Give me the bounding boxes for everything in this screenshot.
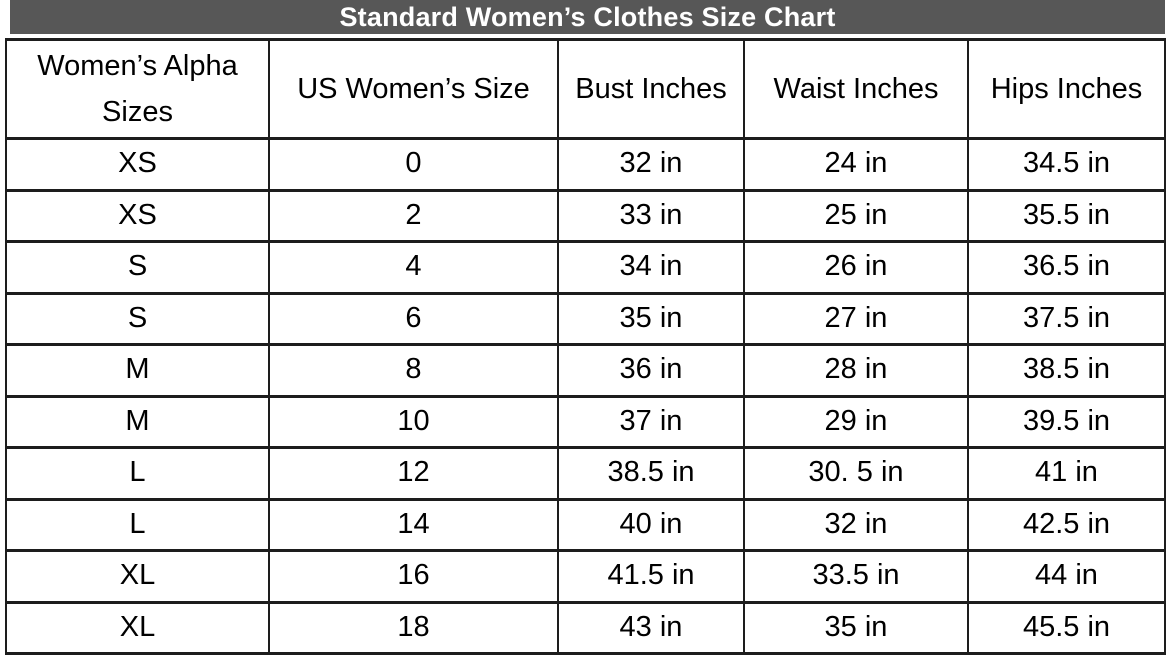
table-cell: L	[5, 446, 270, 501]
table-cell: 24 in	[743, 137, 969, 192]
table-row: L 12 38.5 in 30. 5 in 41 in	[5, 446, 1166, 501]
table-cell: 12	[268, 446, 559, 501]
table-cell: 27 in	[743, 291, 969, 346]
table-cell: 28 in	[743, 343, 969, 398]
table-row: L 14 40 in 32 in 42.5 in	[5, 497, 1166, 552]
table-cell: 18	[268, 600, 559, 655]
table-cell: XS	[5, 188, 270, 243]
table-cell: 29 in	[743, 394, 969, 449]
table-cell: 38.5 in	[557, 446, 745, 501]
header-cell-col2: US Women’s Size	[268, 38, 559, 140]
header-cell-col3: Bust Inches	[557, 38, 745, 140]
table-body: XS 0 32 in 24 in 34.5 in XS 2 33 in 25 in 35.5 in…	[5, 137, 1166, 655]
table-cell: 41 in	[967, 446, 1166, 501]
table-cell: 26 in	[743, 240, 969, 295]
table-cell: S	[5, 240, 270, 295]
table-cell: 38.5 in	[967, 343, 1166, 398]
table-cell: XL	[5, 600, 270, 655]
table-cell: L	[5, 497, 270, 552]
table-cell: XL	[5, 549, 270, 604]
size-chart-table: Women’s Alpha Sizes US Women’s Size Bust I…	[5, 38, 1166, 655]
table-row: XS 2 33 in 25 in 35.5 in	[5, 188, 1166, 243]
table-cell: 39.5 in	[967, 394, 1166, 449]
table-cell: XS	[5, 137, 270, 192]
table-cell: 33 in	[557, 188, 745, 243]
header-cell-col5: Hips Inches	[967, 38, 1166, 140]
table-row: M 8 36 in 28 in 38.5 in	[5, 343, 1166, 398]
table-row: XS 0 32 in 24 in 34.5 in	[5, 137, 1166, 192]
table-row: XL 18 43 in 35 in 45.5 in	[5, 600, 1166, 655]
table-cell: 8	[268, 343, 559, 398]
table-cell: 14	[268, 497, 559, 552]
table-cell: 37.5 in	[967, 291, 1166, 346]
table-row: XL 16 41.5 in 33.5 in 44 in	[5, 549, 1166, 604]
table-row: S 4 34 in 26 in 36.5 in	[5, 240, 1166, 295]
table-row: M 10 37 in 29 in 39.5 in	[5, 394, 1166, 449]
table-cell: 2	[268, 188, 559, 243]
table-cell: 30. 5 in	[743, 446, 969, 501]
table-cell: 35 in	[743, 600, 969, 655]
table-cell: 34.5 in	[967, 137, 1166, 192]
table-header: Women’s Alpha Sizes US Women’s Size Bust I…	[5, 38, 1166, 140]
table-cell: 35.5 in	[967, 188, 1166, 243]
table-cell: 34 in	[557, 240, 745, 295]
table-cell: 32 in	[743, 497, 969, 552]
table-cell: 37 in	[557, 394, 745, 449]
table-cell: 45.5 in	[967, 600, 1166, 655]
header-cell-col4: Waist Inches	[743, 38, 969, 140]
table-cell: M	[5, 343, 270, 398]
table-cell: 44 in	[967, 549, 1166, 604]
table-cell: 10	[268, 394, 559, 449]
table-cell: M	[5, 394, 270, 449]
table-cell: 42.5 in	[967, 497, 1166, 552]
table-row: S 6 35 in 27 in 37.5 in	[5, 291, 1166, 346]
table-cell: 16	[268, 549, 559, 604]
table-cell: 4	[268, 240, 559, 295]
table-cell: S	[5, 291, 270, 346]
chart-title: Standard Women’s Clothes Size Chart	[10, 0, 1165, 34]
table-cell: 6	[268, 291, 559, 346]
table-cell: 32 in	[557, 137, 745, 192]
table-cell: 35 in	[557, 291, 745, 346]
table-cell: 36.5 in	[967, 240, 1166, 295]
table-cell: 25 in	[743, 188, 969, 243]
table-cell: 36 in	[557, 343, 745, 398]
table-cell: 43 in	[557, 600, 745, 655]
table-cell: 40 in	[557, 497, 745, 552]
table-cell: 0	[268, 137, 559, 192]
table-cell: 41.5 in	[557, 549, 745, 604]
header-row: Women’s Alpha Sizes US Women’s Size Bust I…	[5, 38, 1166, 140]
table-cell: 33.5 in	[743, 549, 969, 604]
header-cell-col1: Women’s Alpha Sizes	[5, 38, 270, 140]
